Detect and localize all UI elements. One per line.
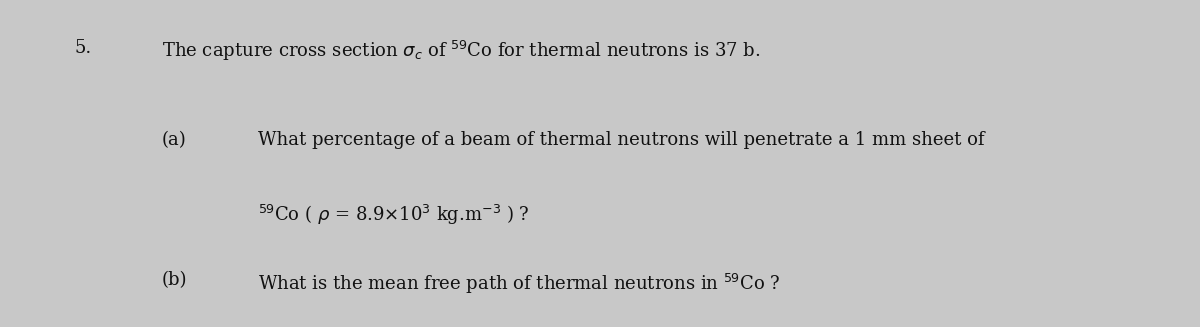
Text: What percentage of a beam of thermal neutrons will penetrate a 1 mm sheet of: What percentage of a beam of thermal neu… (258, 131, 984, 149)
Text: The capture cross section $\sigma_c$ of $^{59}$Co for thermal neutrons is 37 b.: The capture cross section $\sigma_c$ of … (162, 39, 761, 63)
Text: $^{59}$Co ( $\rho$ = 8.9$\times$10$^{3}$ kg.m$^{-3}$ ) ?: $^{59}$Co ( $\rho$ = 8.9$\times$10$^{3}$… (258, 203, 529, 227)
Text: What is the mean free path of thermal neutrons in $^{59}$Co ?: What is the mean free path of thermal ne… (258, 271, 780, 296)
Text: (b): (b) (162, 271, 187, 289)
Text: 5.: 5. (74, 39, 91, 57)
Text: (a): (a) (162, 131, 187, 149)
